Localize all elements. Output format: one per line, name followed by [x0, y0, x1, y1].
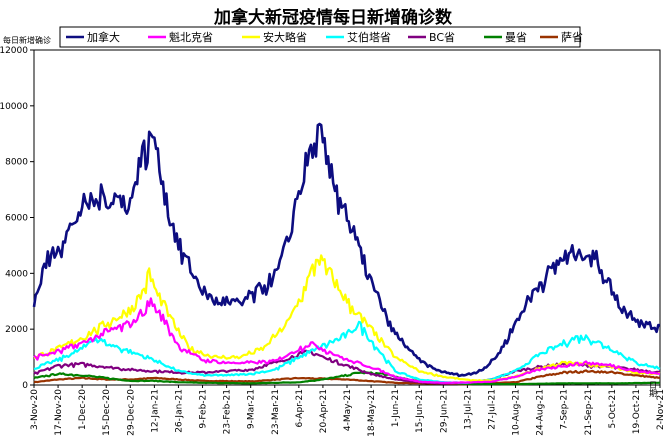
legend: 加拿大 魁北克省 安大略省 艾伯塔省 BC省 曼省 萨省	[59, 26, 583, 48]
x-tick-label: 12-Jan-21	[150, 389, 160, 433]
legend-entry: 安大略省	[263, 30, 307, 44]
x-tick-label: 2-Nov-21	[656, 389, 666, 430]
x-tick-label: 6-Apr-21	[295, 389, 305, 427]
x-tick-label: 10-Aug-21	[512, 389, 522, 436]
y-axis-label: 每日新增确诊	[3, 35, 51, 45]
x-tick-label: 15-Jun-21	[415, 389, 425, 433]
x-tick-label: 17-Nov-20	[54, 389, 64, 436]
x-tick-label: 23-Mar-21	[271, 389, 281, 435]
x-tick-label: 7-Sep-21	[560, 389, 570, 430]
series-line	[33, 297, 661, 384]
legend-entry: 萨省	[561, 31, 583, 44]
legend-entry: 魁北克省	[169, 30, 213, 44]
y-tick-label: 6000	[5, 214, 28, 224]
x-tick-label: 9-Feb-21	[199, 389, 209, 429]
y-tick-label: 4000	[5, 269, 28, 279]
legend-box	[59, 26, 581, 48]
legend-entry: 曼省	[505, 31, 527, 44]
x-tick-label: 29-Jun-21	[439, 389, 449, 433]
chart-title: 加拿大新冠疫情每日新增确诊数	[214, 8, 452, 28]
x-tick-label: 27-Jul-21	[487, 389, 497, 430]
series-line	[33, 320, 661, 384]
x-tick-label: 9-Mar-21	[247, 389, 257, 429]
x-tick-label: 21-Sep-21	[584, 389, 594, 435]
x-tick-label: 13-Jul-21	[463, 389, 473, 430]
x-axis-label: 日期	[649, 381, 658, 398]
y-tick-label: 8000	[5, 158, 28, 168]
x-tick-label: 1-Dec-20	[78, 389, 88, 430]
x-tick-label: 1-Jun-21	[391, 389, 401, 427]
y-axis: 0 2000 4000 6000 8000 10000 12000	[0, 46, 34, 391]
legend-entry: BC省	[429, 31, 455, 44]
x-tick-label: 26-Jan-21	[174, 389, 184, 433]
x-tick-label: 19-Oct-21	[632, 389, 642, 434]
series-line	[33, 371, 661, 386]
x-tick-label: 4-May-21	[343, 389, 353, 431]
x-tick-label: 5-Oct-21	[608, 389, 618, 429]
series-layer	[32, 122, 661, 386]
x-tick-label: 18-May-21	[367, 389, 377, 437]
series-line	[33, 254, 661, 383]
y-tick-label: 12000	[0, 46, 28, 56]
x-tick-label: 3-Nov-20	[30, 389, 40, 430]
legend-entry: 艾伯塔省	[347, 30, 391, 44]
series-line	[33, 369, 661, 386]
x-tick-label: 29-Dec-20	[126, 389, 136, 436]
y-tick-label: 2000	[5, 325, 28, 335]
x-axis: 3-Nov-20 17-Nov-20 1-Dec-20 15-Dec-20 29-Dec…	[30, 385, 666, 437]
y-tick-label: 0	[22, 381, 28, 391]
x-tick-label: 24-Aug-21	[536, 389, 546, 436]
series-line	[32, 122, 661, 378]
legend-entry: 加拿大	[87, 30, 120, 44]
x-tick-label: 23-Feb-21	[223, 389, 233, 434]
y-tick-label: 10000	[0, 102, 28, 112]
x-tick-label: 20-Apr-21	[319, 389, 329, 433]
x-tick-label: 15-Dec-20	[102, 389, 112, 436]
